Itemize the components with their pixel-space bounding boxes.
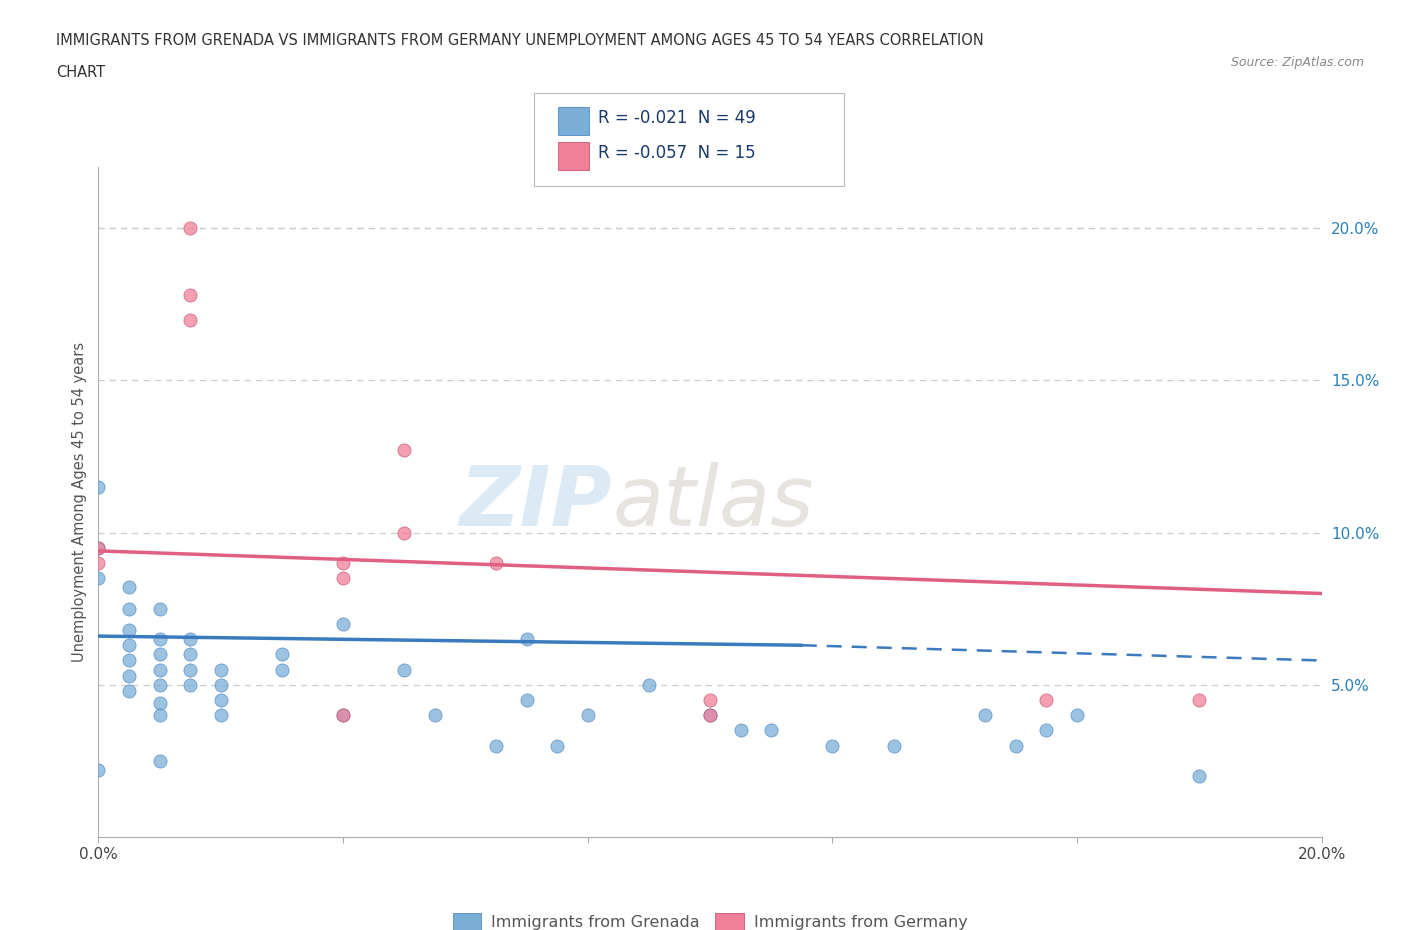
Point xyxy=(1035,723,1057,737)
Point xyxy=(699,708,721,723)
Point xyxy=(974,708,997,723)
Point xyxy=(118,622,141,637)
Point xyxy=(332,555,354,570)
Point xyxy=(149,631,172,646)
Text: ZIP: ZIP xyxy=(460,461,612,543)
Point xyxy=(1004,738,1026,753)
Point xyxy=(149,708,172,723)
Point xyxy=(516,693,538,708)
Point xyxy=(118,684,141,698)
Point xyxy=(699,693,721,708)
Y-axis label: Unemployment Among Ages 45 to 54 years: Unemployment Among Ages 45 to 54 years xyxy=(72,342,87,662)
Point xyxy=(423,708,446,723)
Point xyxy=(179,677,201,692)
Point xyxy=(179,631,201,646)
Point xyxy=(87,540,110,555)
Point xyxy=(485,738,508,753)
Point xyxy=(883,738,905,753)
Point xyxy=(87,763,110,777)
Point xyxy=(1035,693,1057,708)
Text: R = -0.057  N = 15: R = -0.057 N = 15 xyxy=(598,144,755,163)
Point xyxy=(485,555,508,570)
Point xyxy=(179,287,201,302)
Point xyxy=(149,696,172,711)
Point xyxy=(87,571,110,586)
Point xyxy=(759,723,782,737)
Legend: Immigrants from Grenada, Immigrants from Germany: Immigrants from Grenada, Immigrants from… xyxy=(446,907,974,930)
Point xyxy=(118,602,141,617)
Point xyxy=(637,677,661,692)
Point xyxy=(332,571,354,586)
Point xyxy=(87,540,110,555)
Point xyxy=(179,220,201,235)
Point xyxy=(730,723,752,737)
Point xyxy=(270,647,292,662)
Point xyxy=(118,638,141,653)
Point xyxy=(118,669,141,684)
Point xyxy=(209,708,232,723)
Point xyxy=(149,677,172,692)
Text: IMMIGRANTS FROM GRENADA VS IMMIGRANTS FROM GERMANY UNEMPLOYMENT AMONG AGES 45 TO: IMMIGRANTS FROM GRENADA VS IMMIGRANTS FR… xyxy=(56,33,984,47)
Point xyxy=(149,602,172,617)
Point xyxy=(118,580,141,595)
Point xyxy=(149,753,172,768)
Point xyxy=(332,708,354,723)
Point xyxy=(87,555,110,570)
Point xyxy=(1066,708,1088,723)
Point xyxy=(576,708,599,723)
Point xyxy=(179,312,201,327)
Point xyxy=(821,738,844,753)
Text: CHART: CHART xyxy=(56,65,105,80)
Point xyxy=(209,662,232,677)
Point xyxy=(546,738,568,753)
Point xyxy=(332,617,354,631)
Point xyxy=(1188,769,1211,784)
Point xyxy=(118,653,141,668)
Point xyxy=(149,662,172,677)
Point xyxy=(332,708,354,723)
Text: atlas: atlas xyxy=(612,461,814,543)
Point xyxy=(270,662,292,677)
Text: Source: ZipAtlas.com: Source: ZipAtlas.com xyxy=(1230,56,1364,69)
Point xyxy=(209,677,232,692)
Point xyxy=(392,443,416,458)
Point xyxy=(699,708,721,723)
Text: R = -0.021  N = 49: R = -0.021 N = 49 xyxy=(598,109,755,127)
Point xyxy=(516,631,538,646)
Point xyxy=(392,662,416,677)
Point xyxy=(149,647,172,662)
Point xyxy=(1188,693,1211,708)
Point xyxy=(179,662,201,677)
Point xyxy=(179,647,201,662)
Point xyxy=(87,480,110,495)
Point xyxy=(392,525,416,540)
Point xyxy=(209,693,232,708)
